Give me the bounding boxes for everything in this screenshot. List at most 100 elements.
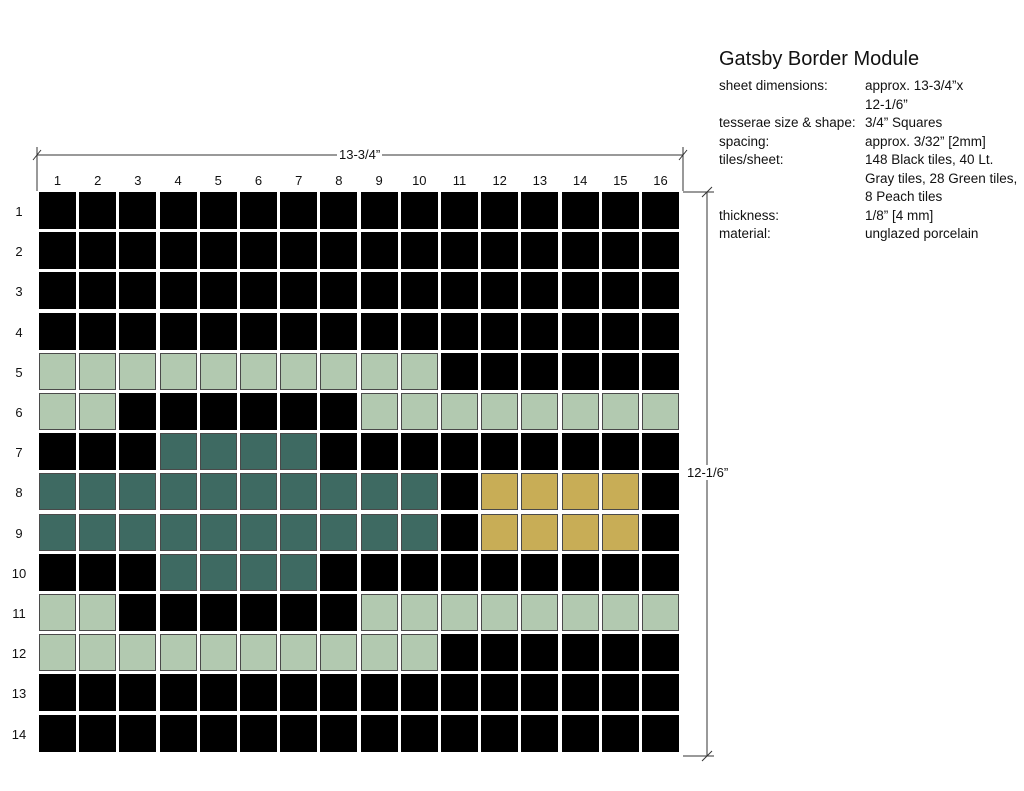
spec-value-line: unglazed porcelain xyxy=(865,226,979,241)
black-tile xyxy=(601,232,639,270)
black-tile xyxy=(320,272,358,310)
spec-label: tiles/sheet: xyxy=(719,152,784,167)
light-gray-tile xyxy=(240,634,277,672)
peach-tile xyxy=(561,513,599,551)
black-tile xyxy=(320,312,358,350)
light-gray-tile xyxy=(360,352,398,390)
column-number: 12 xyxy=(492,173,507,188)
spec-value-line: approx. 3/32” [2mm] xyxy=(865,133,986,149)
row-number: 2 xyxy=(15,244,23,260)
green-tile xyxy=(199,513,237,551)
black-tile xyxy=(79,272,117,310)
black-tile xyxy=(39,714,76,752)
green-tile xyxy=(320,473,358,511)
black-tile xyxy=(360,674,398,712)
black-tile xyxy=(119,312,157,350)
black-tile xyxy=(561,312,599,350)
black-tile xyxy=(39,232,76,270)
black-tile xyxy=(159,594,197,631)
black-tile xyxy=(119,553,157,591)
black-tile xyxy=(642,634,679,672)
column-number: 1 xyxy=(53,173,62,188)
black-tile xyxy=(159,272,197,310)
black-tile xyxy=(280,192,318,229)
light-gray-tile xyxy=(240,352,277,390)
spec-label: tesserae size & shape: xyxy=(719,115,856,130)
black-tile xyxy=(39,433,76,471)
black-tile xyxy=(642,714,679,752)
column-number: 9 xyxy=(375,173,383,188)
light-gray-tile xyxy=(400,594,438,631)
light-gray-tile xyxy=(119,352,157,390)
light-gray-tile xyxy=(320,634,358,672)
light-gray-tile xyxy=(39,393,76,430)
light-gray-tile xyxy=(441,393,478,430)
height-tick-top xyxy=(701,186,713,198)
column-number: 13 xyxy=(532,173,548,188)
black-tile xyxy=(320,232,358,270)
black-tile xyxy=(642,312,679,350)
green-tile xyxy=(240,553,277,591)
black-tile xyxy=(642,674,679,712)
spec-value-line: 8 Peach tiles xyxy=(865,189,943,204)
black-tile xyxy=(199,272,237,310)
spec-label: thickness: xyxy=(719,207,780,223)
black-tile xyxy=(320,674,358,712)
black-tile xyxy=(320,192,358,229)
black-tile xyxy=(601,714,639,752)
black-tile xyxy=(119,674,157,712)
black-tile xyxy=(320,433,358,471)
black-tile xyxy=(240,312,277,350)
black-tile xyxy=(642,473,679,511)
black-tile xyxy=(360,272,398,310)
black-tile xyxy=(481,553,519,591)
row-number: 12 xyxy=(11,646,27,662)
peach-tile xyxy=(481,513,519,551)
light-gray-tile xyxy=(79,393,117,430)
column-number: 3 xyxy=(134,173,142,188)
light-gray-tile xyxy=(481,594,519,631)
peach-tile xyxy=(601,513,639,551)
light-gray-tile xyxy=(280,634,318,672)
black-tile xyxy=(360,714,398,752)
black-tile xyxy=(159,232,197,270)
black-tile xyxy=(601,272,639,310)
black-tile xyxy=(79,714,117,752)
green-tile xyxy=(199,433,237,471)
green-tile xyxy=(240,473,277,511)
black-tile xyxy=(199,594,237,631)
row-number: 11 xyxy=(12,606,26,621)
light-gray-tile xyxy=(39,634,76,672)
spec-value: 148 Black tiles, 40 Lt. Gray tiles, 28 Gr… xyxy=(865,151,1024,207)
black-tile xyxy=(199,232,237,270)
black-tile xyxy=(521,312,559,350)
black-tile xyxy=(561,192,599,229)
black-tile xyxy=(441,674,478,712)
black-tile xyxy=(561,232,599,270)
black-tile xyxy=(441,714,478,752)
spec-panel: Gatsby Border Module sheet dimensions: ap… xyxy=(719,48,1024,244)
light-gray-tile xyxy=(360,594,398,631)
black-tile xyxy=(280,232,318,270)
black-tile xyxy=(642,513,679,551)
light-gray-tile xyxy=(601,594,639,631)
spec-row: thickness: 1/8” [4 mm] xyxy=(719,207,1024,226)
green-tile xyxy=(39,513,76,551)
black-tile xyxy=(561,272,599,310)
black-tile xyxy=(360,433,398,471)
black-tile xyxy=(39,272,76,310)
green-tile xyxy=(119,473,157,511)
black-tile xyxy=(360,192,398,229)
light-gray-tile xyxy=(199,634,237,672)
black-tile xyxy=(159,192,197,229)
light-gray-tile xyxy=(79,594,117,631)
black-tile xyxy=(481,714,519,752)
black-tile xyxy=(79,312,117,350)
green-tile xyxy=(79,513,117,551)
black-tile xyxy=(521,232,559,270)
black-tile xyxy=(521,433,559,471)
black-tile xyxy=(481,192,519,229)
light-gray-tile xyxy=(400,393,438,430)
black-tile xyxy=(320,553,358,591)
black-tile xyxy=(521,674,559,712)
